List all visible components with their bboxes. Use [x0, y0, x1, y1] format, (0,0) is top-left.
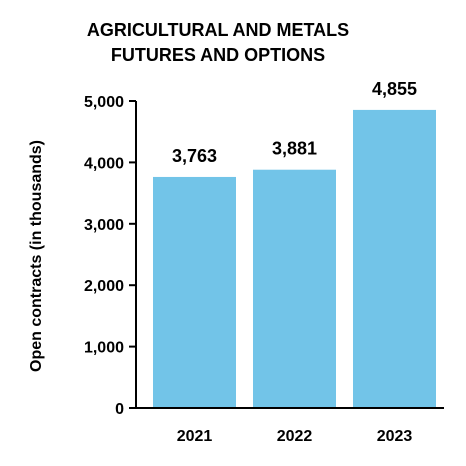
plot-area: 3,763 3,881 4,855 0 1,000 2,000 3,000 4,000 5,00… [84, 79, 444, 445]
y-tick-label-5000: 5,000 [84, 94, 124, 111]
y-tick-label-4000: 4,000 [84, 155, 124, 172]
x-tick-label-2022: 2022 [277, 428, 313, 445]
chart-title-line-2: FUTURES AND OPTIONS [111, 45, 325, 65]
y-tick-label-2000: 2,000 [84, 278, 124, 295]
data-label-2021: 3,763 [172, 146, 217, 166]
bar-2021 [153, 176, 236, 408]
data-label-2023: 4,855 [372, 79, 417, 99]
y-tick-label-1000: 1,000 [84, 340, 124, 357]
bar-2022 [253, 169, 336, 408]
y-axis-label: Open contracts (in thousands) [28, 140, 45, 372]
y-tick-label-3000: 3,000 [84, 217, 124, 234]
x-tick-label-2021: 2021 [177, 428, 213, 445]
bar-2023 [353, 109, 436, 408]
x-tick-label-2023: 2023 [377, 428, 413, 445]
y-tick-label-0: 0 [115, 401, 124, 418]
data-label-2022: 3,881 [272, 139, 317, 159]
chart-title-line-1: AGRICULTURAL AND METALS [87, 20, 349, 40]
